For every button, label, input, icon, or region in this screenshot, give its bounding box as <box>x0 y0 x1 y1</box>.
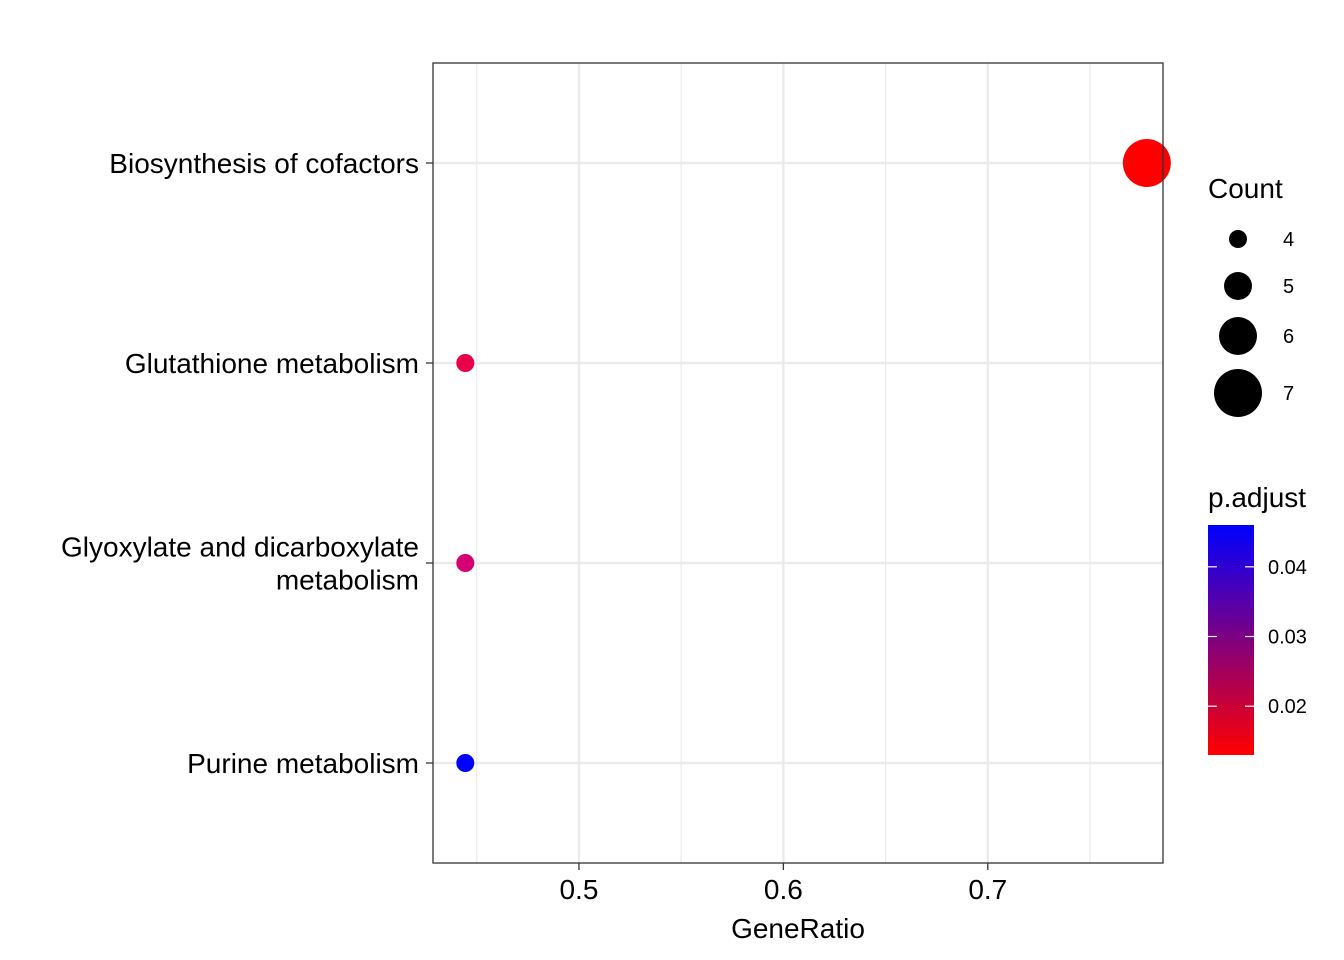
count-legend-label: 7 <box>1283 383 1294 405</box>
count-legend-label: 4 <box>1283 229 1294 251</box>
x-tick-label: 0.6 <box>764 874 803 905</box>
y-tick-label: metabolism <box>276 565 419 596</box>
plot-panel-border <box>432 62 1164 864</box>
data-point <box>456 754 475 772</box>
x-tick-label: 0.5 <box>559 874 598 905</box>
count-legend-key <box>1214 369 1262 417</box>
p-adjust-legend-title: p.adjust <box>1208 482 1306 513</box>
data-points <box>456 139 1171 772</box>
count-legend-key <box>1219 317 1257 355</box>
x-tick-label: 0.7 <box>968 874 1007 905</box>
y-tick-label: Glutathione metabolism <box>125 348 419 379</box>
count-legend-key <box>1229 230 1247 248</box>
data-point <box>456 554 475 572</box>
data-point <box>1122 139 1171 187</box>
count-legend: Count 4 5 6 7 <box>1208 173 1294 417</box>
x-axis-title: GeneRatio <box>731 913 865 944</box>
p-adjust-colorbar <box>1208 525 1254 755</box>
minor-gridlines <box>476 63 1091 863</box>
y-tick-label: Glyoxylate and dicarboxylate <box>61 532 419 563</box>
count-legend-key <box>1224 272 1252 300</box>
count-legend-label: 6 <box>1283 326 1294 348</box>
plot-background <box>433 63 1163 863</box>
p-adjust-tick-label: 0.02 <box>1268 696 1307 718</box>
count-legend-label: 5 <box>1283 276 1294 298</box>
y-tick-label: Biosynthesis of cofactors <box>109 148 419 179</box>
p-adjust-tick-label: 0.03 <box>1268 627 1307 649</box>
y-tick-label: Purine metabolism <box>187 748 419 779</box>
y-axis: Biosynthesis of cofactors Glutathione met… <box>61 148 433 779</box>
count-legend-title: Count <box>1208 173 1283 204</box>
major-gridlines <box>433 63 1163 863</box>
p-adjust-tick-label: 0.04 <box>1268 557 1307 579</box>
data-point <box>456 354 475 372</box>
x-axis: 0.5 0.6 0.7 <box>559 863 1007 905</box>
p-adjust-legend: p.adjust 0.02 0.03 0.04 <box>1208 482 1307 755</box>
